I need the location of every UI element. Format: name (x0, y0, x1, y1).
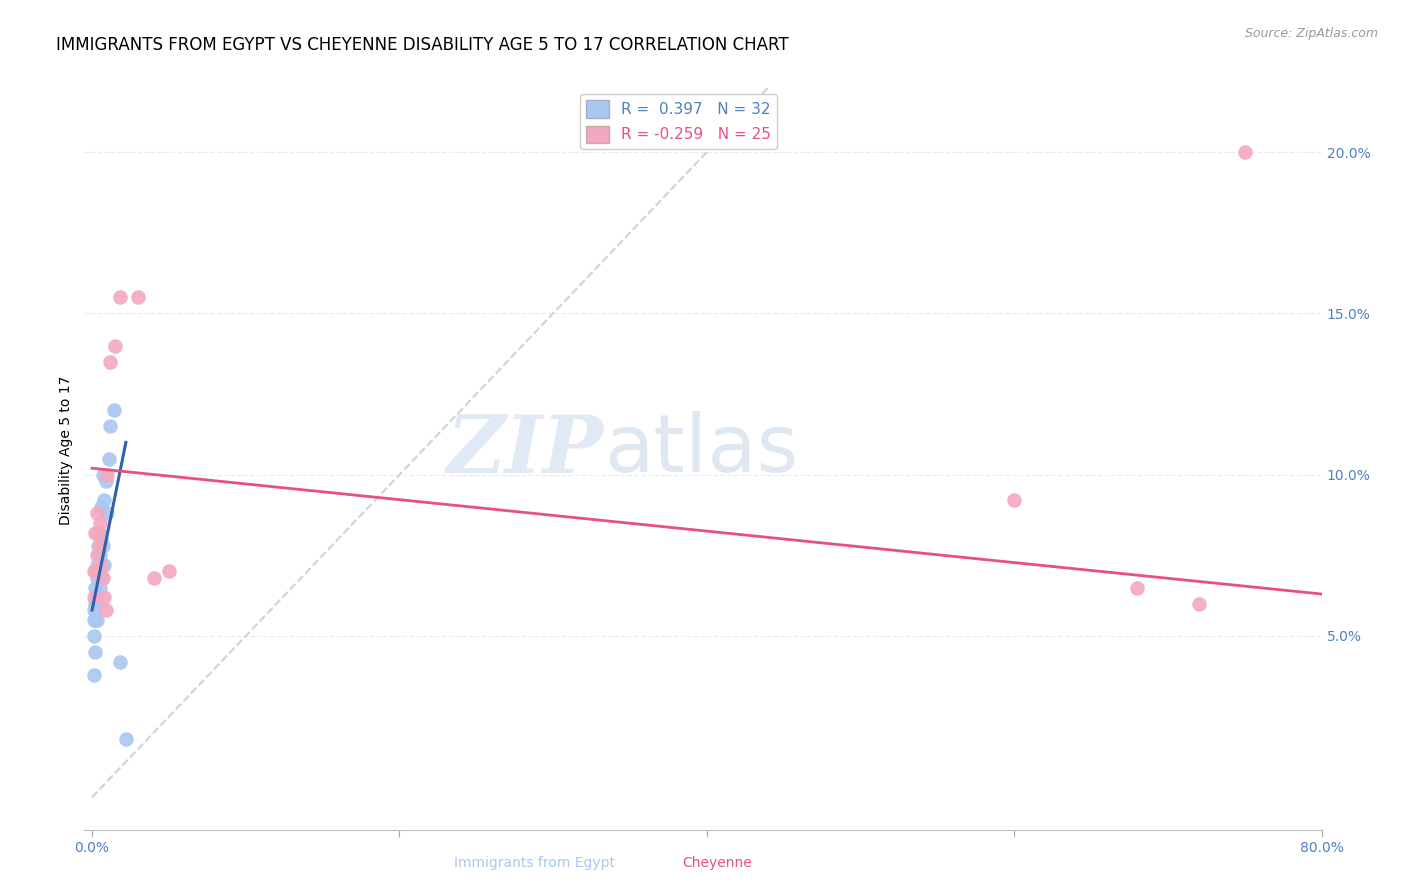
Point (86, 549, 108, 563)
Point (108, 655, 131, 669)
Text: IMMIGRANTS FROM EGYPT VS CHEYENNE DISABILITY AGE 5 TO 17 CORRELATION CHART: IMMIGRANTS FROM EGYPT VS CHEYENNE DISABI… (56, 36, 789, 54)
Point (90, 532, 112, 546)
Point (87, 565, 110, 579)
Point (108, 290, 131, 304)
Text: Immigrants from Egypt: Immigrants from Egypt (454, 855, 614, 870)
Point (83, 591, 105, 605)
Point (84, 525, 107, 540)
Point (86, 507, 108, 521)
Point (93, 591, 115, 605)
Point (103, 403, 125, 417)
Point (115, 732, 138, 747)
Point (83, 613, 105, 627)
Point (87, 597, 110, 611)
Point (84, 613, 107, 627)
Point (94, 474, 117, 488)
Text: Source: ZipAtlas.com: Source: ZipAtlas.com (1244, 27, 1378, 40)
Point (84, 645, 107, 659)
Point (91, 571, 114, 585)
Point (86, 613, 108, 627)
Point (89, 525, 111, 540)
Point (84, 581, 107, 595)
Point (100, 355, 122, 369)
Point (93, 558, 115, 572)
Point (83, 629, 105, 643)
Point (84, 565, 107, 579)
Point (87, 525, 110, 540)
Point (1002, 493, 1025, 508)
Point (86, 591, 108, 605)
Point (96, 507, 118, 521)
Point (157, 565, 180, 579)
Point (87, 565, 110, 579)
Point (90, 571, 112, 585)
Point (89, 516, 111, 530)
Point (83, 565, 105, 579)
Text: ZIP: ZIP (447, 412, 605, 489)
Point (84, 597, 107, 611)
Y-axis label: Disability Age 5 to 17: Disability Age 5 to 17 (59, 376, 73, 525)
Point (89, 549, 111, 563)
Point (97, 451, 120, 466)
Point (89, 539, 111, 553)
Point (91, 539, 114, 553)
Point (1233, 145, 1256, 159)
Point (142, 571, 165, 585)
Point (86, 571, 108, 585)
Text: atlas: atlas (605, 411, 799, 490)
Point (86, 558, 108, 572)
Point (1126, 581, 1149, 595)
Point (104, 338, 127, 352)
Point (96, 467, 118, 482)
Point (91, 467, 114, 482)
Point (100, 419, 122, 434)
Point (83, 667, 105, 681)
Point (90, 500, 112, 514)
Point (127, 290, 149, 304)
Point (89, 581, 111, 595)
Point (83, 603, 105, 617)
Legend: R =  0.397   N = 32, R = -0.259   N = 25: R = 0.397 N = 32, R = -0.259 N = 25 (579, 95, 778, 149)
Point (94, 603, 117, 617)
Text: Cheyenne: Cheyenne (682, 855, 752, 870)
Point (87, 539, 110, 553)
Point (93, 493, 115, 508)
Point (90, 558, 112, 572)
Point (1188, 597, 1211, 611)
